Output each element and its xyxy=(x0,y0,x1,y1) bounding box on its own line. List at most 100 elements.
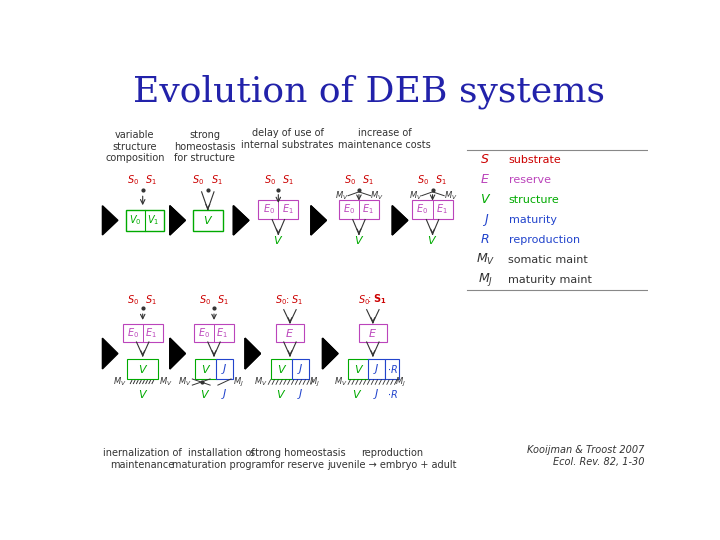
Bar xyxy=(127,359,158,379)
Text: $S_1$: $S_1$ xyxy=(145,293,156,307)
Text: 2: 2 xyxy=(170,214,179,227)
Text: $M_V$: $M_V$ xyxy=(159,376,173,388)
Text: $S_1$: $S_1$ xyxy=(282,173,294,187)
Text: $M_V$: $M_V$ xyxy=(253,376,267,388)
Text: $V$: $V$ xyxy=(428,234,438,246)
Text: 5: 5 xyxy=(103,347,112,360)
Text: $M_J$: $M_J$ xyxy=(395,375,406,389)
Text: 4: 4 xyxy=(311,214,320,227)
Text: $E$: $E$ xyxy=(285,327,294,339)
Text: $M_V$: $M_V$ xyxy=(178,376,192,388)
Polygon shape xyxy=(392,206,408,235)
Text: $M_V$: $M_V$ xyxy=(444,190,457,202)
Bar xyxy=(368,359,385,379)
Text: $J$: $J$ xyxy=(374,387,380,401)
Text: $S_0$: $S_0$ xyxy=(417,173,429,187)
Text: $V$: $V$ xyxy=(199,388,210,400)
Polygon shape xyxy=(170,206,185,235)
Text: reserve: reserve xyxy=(508,174,551,185)
Text: reproduction: reproduction xyxy=(508,234,580,245)
Text: $E_0$: $E_0$ xyxy=(416,202,428,217)
Text: $V$: $V$ xyxy=(202,214,213,226)
Text: maturity: maturity xyxy=(508,214,557,225)
Text: $V_0$: $V_0$ xyxy=(130,213,142,227)
Text: maturity maint: maturity maint xyxy=(508,275,593,285)
Text: $V$: $V$ xyxy=(138,363,148,375)
Bar xyxy=(122,323,163,342)
Bar xyxy=(258,200,299,219)
Text: $: \mathbf{S_1}$: $: \mathbf{S_1}$ xyxy=(366,292,386,306)
Text: $E_1$: $E_1$ xyxy=(216,326,228,340)
Bar xyxy=(216,359,233,379)
Text: $S_0$: $S_0$ xyxy=(192,173,204,187)
Text: $S_0$: $S_0$ xyxy=(264,173,276,187)
Text: $S_1$: $S_1$ xyxy=(217,293,229,307)
Polygon shape xyxy=(245,338,261,369)
Text: $V$: $V$ xyxy=(138,388,148,400)
Bar xyxy=(339,200,379,219)
Text: strong homeostasis
for reserve: strong homeostasis for reserve xyxy=(250,448,346,470)
Bar xyxy=(292,359,310,379)
Text: $\cdot R$: $\cdot R$ xyxy=(387,363,397,375)
Text: $S_0$: $S_0$ xyxy=(127,293,140,307)
Bar xyxy=(194,323,234,342)
Text: $J$: $J$ xyxy=(374,362,380,376)
Text: variable
structure
composition: variable structure composition xyxy=(105,130,165,164)
Text: $V$: $V$ xyxy=(354,363,364,375)
Text: $M_J$: $M_J$ xyxy=(233,375,244,389)
Text: delay of use of
internal substrates: delay of use of internal substrates xyxy=(241,128,334,150)
Text: $S_1$: $S_1$ xyxy=(361,173,374,187)
Text: reproduction
juvenile → embryo + adult: reproduction juvenile → embryo + adult xyxy=(328,448,457,470)
Text: Evolution of DEB systems: Evolution of DEB systems xyxy=(133,75,605,109)
Text: $R$: $R$ xyxy=(480,233,490,246)
Text: $S_0$: $S_0$ xyxy=(358,293,369,307)
Text: 5: 5 xyxy=(392,214,401,227)
Text: $S_0$: $S_0$ xyxy=(127,173,140,187)
Text: $M_J$: $M_J$ xyxy=(477,271,492,288)
Text: $S_1$: $S_1$ xyxy=(145,173,156,187)
Polygon shape xyxy=(170,338,185,369)
Text: strong
homeostasis
for structure: strong homeostasis for structure xyxy=(174,130,235,164)
Text: $E_0$: $E_0$ xyxy=(343,202,355,217)
Text: $M_V$: $M_V$ xyxy=(409,190,423,202)
Text: $V$: $V$ xyxy=(273,234,284,246)
Text: $M_V$: $M_V$ xyxy=(476,252,495,267)
Text: $J$: $J$ xyxy=(482,212,489,227)
Polygon shape xyxy=(311,206,326,235)
Text: $V$: $V$ xyxy=(201,363,212,375)
Text: 1: 1 xyxy=(103,214,112,227)
Text: inernalization of
maintenance: inernalization of maintenance xyxy=(104,448,182,470)
Text: increase of
maintenance costs: increase of maintenance costs xyxy=(338,128,431,150)
Text: $: S_1$: $: S_1$ xyxy=(284,293,302,307)
Polygon shape xyxy=(102,206,118,235)
Text: $V$: $V$ xyxy=(277,363,287,375)
Text: $E_0$: $E_0$ xyxy=(263,202,275,217)
Polygon shape xyxy=(233,206,249,235)
Bar xyxy=(348,359,370,379)
Text: substrate: substrate xyxy=(508,154,562,165)
Bar xyxy=(271,359,293,379)
Polygon shape xyxy=(245,338,261,369)
Text: $E_1$: $E_1$ xyxy=(145,326,156,340)
Bar xyxy=(276,323,304,342)
Text: $J$: $J$ xyxy=(297,387,304,401)
Text: $M_V$: $M_V$ xyxy=(370,190,384,202)
Text: $E_1$: $E_1$ xyxy=(362,202,374,217)
Text: structure: structure xyxy=(508,194,559,205)
Text: $V$: $V$ xyxy=(352,388,362,400)
Text: $E_0$: $E_0$ xyxy=(127,326,139,340)
Text: $\cdot R$: $\cdot R$ xyxy=(387,388,397,400)
Text: $M_J$: $M_J$ xyxy=(310,375,320,389)
Text: 6: 6 xyxy=(170,347,179,360)
Text: $S_0$: $S_0$ xyxy=(199,293,211,307)
Bar xyxy=(193,210,222,231)
Text: $E$: $E$ xyxy=(369,327,377,339)
Text: $S_0$: $S_0$ xyxy=(343,173,356,187)
Polygon shape xyxy=(102,338,118,369)
Text: $J$: $J$ xyxy=(297,362,304,376)
Text: $J$: $J$ xyxy=(222,362,228,376)
Polygon shape xyxy=(323,338,338,369)
Bar xyxy=(359,323,387,342)
Polygon shape xyxy=(170,206,185,235)
Text: $E_1$: $E_1$ xyxy=(282,202,294,217)
